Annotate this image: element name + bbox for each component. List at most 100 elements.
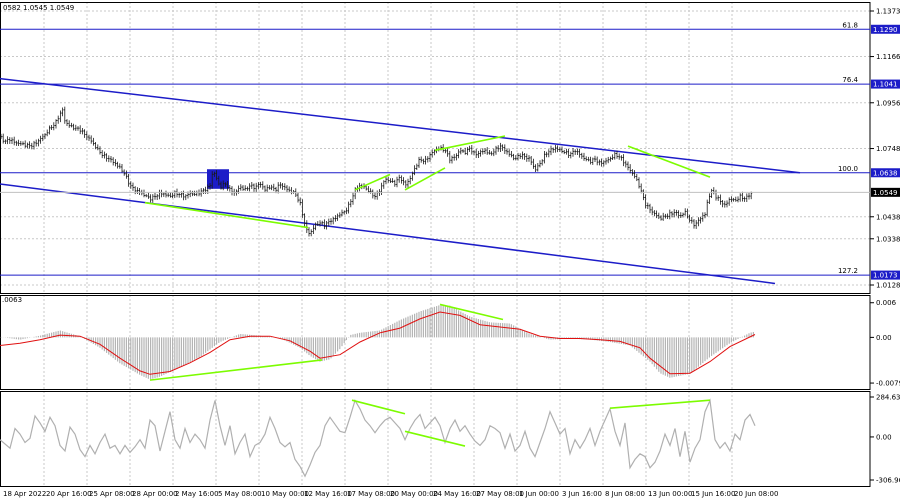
ohlc-bar xyxy=(15,140,18,146)
axis-label: 1.0338 xyxy=(876,235,900,243)
ohlc-bar xyxy=(0,133,2,139)
time-label: 5 May 08:00 xyxy=(218,490,262,498)
ohlc-bar xyxy=(393,179,396,187)
ohlc-bar xyxy=(195,190,198,197)
ohlc-bar xyxy=(429,152,431,162)
ohlc-bar xyxy=(250,182,253,189)
ohlc-bar xyxy=(605,157,607,165)
ohlc-bar xyxy=(325,220,328,230)
ohlc-bar xyxy=(66,119,68,126)
ohlc-bar xyxy=(224,182,227,187)
ohlc-bar xyxy=(574,149,577,155)
time-label: 3 Jun 16:00 xyxy=(562,490,602,498)
ohlc-bar xyxy=(558,147,561,152)
ohlc-bar xyxy=(671,211,673,218)
ohlc-bar xyxy=(6,136,9,145)
ohlc-bar xyxy=(710,188,713,199)
ohlc-bar xyxy=(653,210,656,217)
ohlc-bar xyxy=(620,155,623,161)
ohlc-bar xyxy=(629,164,632,174)
ohlc-bar xyxy=(668,209,671,220)
ohlc-bar xyxy=(444,148,447,154)
ohlc-bar xyxy=(750,191,753,200)
ohlc-bar xyxy=(151,194,154,203)
ohlc-bar xyxy=(33,140,35,150)
cci-divergence-line xyxy=(609,399,711,409)
ohlc-bar xyxy=(501,144,504,151)
ohlc-bar xyxy=(145,193,148,198)
ohlc-header: 0582 1.0545 1.0549 xyxy=(3,4,74,12)
ohlc-bar xyxy=(19,140,22,146)
ohlc-bar xyxy=(576,148,579,155)
ohlc-bar xyxy=(622,154,625,167)
ohlc-bar xyxy=(158,189,161,200)
axis-label: 284.6311 xyxy=(876,394,900,402)
ohlc-bar xyxy=(264,185,266,193)
ohlc-bar xyxy=(72,123,75,131)
ohlc-bar xyxy=(255,182,258,192)
axis-label: 1.1166 xyxy=(876,53,900,61)
grid-lines xyxy=(0,2,870,486)
ohlc-bar xyxy=(413,165,416,176)
ohlc-bar xyxy=(675,209,678,216)
ohlc-bar xyxy=(270,184,273,191)
ohlc-bar xyxy=(83,129,86,138)
ohlc-bar xyxy=(70,122,73,128)
axis-label: 1.0956 xyxy=(876,99,900,107)
ohlc-bar xyxy=(695,220,698,229)
ohlc-bar xyxy=(35,139,38,147)
ohlc-bar xyxy=(554,144,557,153)
ohlc-bar xyxy=(303,213,306,227)
ohlc-bar xyxy=(532,158,535,169)
ohlc-bar xyxy=(686,208,689,219)
ohlc-bar xyxy=(591,157,594,165)
ohlc-bar xyxy=(732,197,735,202)
ohlc-bar xyxy=(545,151,548,158)
price-axis: 1.1373 1.1166 1.0956 1.0748 1.0438 1.0338 1.01… xyxy=(870,8,900,485)
ohlc-bar xyxy=(468,145,471,152)
ohlc-bar xyxy=(316,221,319,227)
ohlc-bar xyxy=(39,135,42,144)
ohlc-bar xyxy=(24,140,27,148)
ohlc-bar xyxy=(323,219,326,230)
ohlc-bar xyxy=(585,156,588,162)
ohlc-bar xyxy=(466,147,469,156)
ohlc-bar xyxy=(411,171,414,181)
cci-divergence-line xyxy=(404,430,466,447)
axis-label: 0.00 xyxy=(876,334,892,342)
time-label: 28 Apr 00:00 xyxy=(132,490,178,498)
ohlc-bar xyxy=(90,135,93,144)
ohlc-bar xyxy=(261,181,264,190)
macd-frame xyxy=(0,295,871,390)
ohlc-bar xyxy=(231,186,233,196)
ohlc-bar xyxy=(176,188,178,198)
ohlc-bar xyxy=(455,153,458,161)
ohlc-bar xyxy=(99,146,101,155)
ohlc-bar xyxy=(589,156,592,165)
ohlc-bar xyxy=(642,189,645,201)
time-label: 24 May 16:00 xyxy=(433,490,481,498)
ohlc-bar xyxy=(61,107,64,117)
ohlc-bar xyxy=(257,182,260,190)
macd-header: .0063 xyxy=(2,296,22,304)
time-label: 2 May 16:00 xyxy=(175,490,219,498)
ohlc-bar xyxy=(499,142,502,153)
ohlc-bar xyxy=(708,193,711,204)
axis-label: 1.0438 xyxy=(876,213,900,221)
ohlc-bar xyxy=(402,177,405,186)
ohlc-bar xyxy=(682,212,684,218)
ohlc-bar xyxy=(464,147,467,155)
ohlc-bar xyxy=(426,156,429,163)
ohlc-bar xyxy=(259,181,262,188)
ohlc-bar xyxy=(376,190,379,200)
ohlc-bar xyxy=(193,190,196,196)
ohlc-bar xyxy=(662,212,665,221)
ohlc-bar xyxy=(470,144,473,155)
ohlc-bar xyxy=(726,200,728,208)
fib-price-box-label: 1.0638 xyxy=(873,169,898,177)
ohlc-bar xyxy=(59,110,62,123)
ohlc-bar xyxy=(215,170,218,181)
panel-frames xyxy=(0,2,871,487)
